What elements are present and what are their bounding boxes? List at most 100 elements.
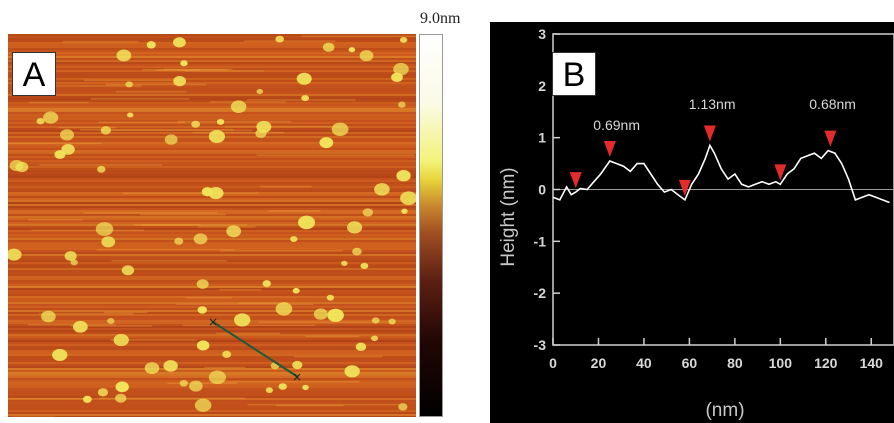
afm-particle (362, 208, 374, 217)
afm-streak (8, 88, 416, 90)
afm-streak (110, 339, 197, 341)
afm-particle (341, 260, 348, 266)
afm-streak (8, 148, 416, 150)
afm-streak (116, 90, 187, 93)
afm-streak (8, 402, 416, 404)
afm-streak (8, 290, 416, 292)
afm-streak (28, 323, 116, 326)
afm-streak (8, 304, 416, 306)
afm-streak (8, 142, 416, 144)
afm-streak (8, 350, 416, 352)
afm-particle (8, 248, 22, 261)
afm-streak (184, 70, 265, 72)
afm-streak (8, 356, 416, 358)
afm-streak (219, 288, 262, 291)
afm-streak (8, 388, 416, 390)
afm-streak (8, 66, 416, 68)
afm-streak (8, 264, 416, 266)
afm-particle (360, 262, 369, 269)
afm-streak (8, 366, 416, 368)
afm-particle (222, 350, 232, 358)
afm-streak (8, 46, 416, 48)
afm-particle (262, 280, 271, 287)
y-tick-label: 2 (538, 78, 546, 94)
chart-axes: -3 -2 -1 0 1 2 3 0 20 40 60 80 100 120 140 (534, 26, 894, 371)
afm-streak (8, 150, 416, 152)
afm-particle (201, 187, 214, 197)
afm-streak (8, 120, 416, 122)
afm-streak (8, 108, 416, 110)
afm-streak (29, 101, 89, 104)
afm-streak (8, 248, 416, 250)
afm-streak (8, 306, 416, 308)
afm-streak (8, 34, 416, 36)
afm-streak (224, 125, 341, 128)
afm-particle (163, 360, 178, 372)
afm-streak (8, 184, 416, 186)
afm-particle (371, 335, 379, 342)
afm-particle (327, 308, 344, 322)
afm-streak (8, 124, 416, 126)
afm-particle (127, 112, 134, 118)
afm-streak (8, 336, 416, 338)
afm-line-end-marker: × (292, 370, 302, 384)
afm-particle (36, 117, 45, 125)
afm-streak (8, 210, 416, 212)
afm-streak (8, 48, 416, 50)
afm-streak (8, 198, 416, 200)
afm-particle (113, 333, 129, 347)
afm-particle (97, 388, 109, 397)
afm-particle (348, 47, 356, 53)
afm-streak (8, 410, 416, 412)
afm-particle (322, 42, 335, 52)
afm-streak (8, 206, 416, 208)
afm-streak (8, 218, 416, 220)
afm-streak (8, 176, 416, 178)
afm-streak (267, 210, 321, 212)
y-axis-label: Height (nm) (498, 167, 519, 266)
afm-particle (298, 215, 316, 230)
afm-particle (301, 94, 310, 102)
afm-streak (8, 100, 416, 102)
afm-particle (164, 134, 178, 145)
afm-streak (8, 330, 416, 332)
afm-particle (208, 129, 225, 143)
afm-streak (215, 332, 281, 335)
height-annotation: 1.13nm (689, 96, 736, 112)
afm-particle (399, 37, 408, 43)
afm-streak (8, 208, 416, 210)
afm-streak (8, 56, 416, 58)
afm-streak (8, 154, 416, 156)
afm-streak (8, 270, 416, 272)
colorbar-max-label: 9.0nm (420, 10, 461, 27)
afm-streak (8, 338, 416, 340)
afm-particle (313, 308, 328, 320)
afm-particle (61, 143, 75, 155)
afm-particle (82, 395, 92, 403)
afm-particle (196, 279, 209, 289)
afm-streak (80, 128, 234, 131)
afm-streak (8, 144, 416, 146)
afm-streak (8, 44, 416, 46)
afm-streak (31, 229, 144, 231)
afm-particle (95, 222, 114, 236)
afm-streak (8, 408, 416, 410)
y-tick-label: 3 (538, 26, 546, 42)
afm-streak (8, 352, 416, 354)
afm-streak (8, 62, 416, 64)
profile-marker (703, 125, 716, 142)
afm-streak (8, 260, 416, 262)
afm-streak (8, 168, 416, 170)
afm-streak (8, 112, 416, 114)
afm-streak (8, 128, 416, 130)
afm-streak (8, 322, 416, 324)
afm-streak (38, 312, 134, 315)
afm-streak (8, 64, 416, 66)
afm-streak (256, 154, 415, 157)
afm-streak (163, 68, 233, 71)
afm-streak (8, 156, 416, 158)
afm-streak (215, 380, 360, 383)
height-annotation: 0.69nm (593, 117, 640, 133)
afm-streak (8, 324, 416, 326)
afm-particle (70, 259, 78, 266)
